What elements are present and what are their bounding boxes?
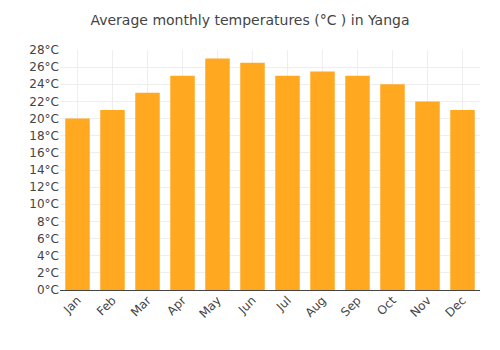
svg-text:20°C: 20°C xyxy=(29,112,59,126)
svg-text:Mar: Mar xyxy=(128,293,154,319)
svg-text:2°C: 2°C xyxy=(37,266,59,280)
svg-text:26°C: 26°C xyxy=(29,60,59,74)
svg-text:Apr: Apr xyxy=(164,293,189,318)
svg-text:28°C: 28°C xyxy=(29,43,59,57)
svg-text:Oct: Oct xyxy=(374,293,399,318)
svg-text:12°C: 12°C xyxy=(29,180,59,194)
svg-text:Feb: Feb xyxy=(94,293,119,318)
svg-text:18°C: 18°C xyxy=(29,129,59,143)
svg-text:Aug: Aug xyxy=(302,293,328,319)
svg-text:Jan: Jan xyxy=(60,293,84,317)
svg-text:Dec: Dec xyxy=(443,293,469,319)
svg-text:0°C: 0°C xyxy=(37,283,59,297)
svg-text:Jun: Jun xyxy=(235,293,259,317)
svg-text:May: May xyxy=(196,293,223,320)
svg-text:Average monthly temperatures (: Average monthly temperatures (°C ) in Ya… xyxy=(90,12,409,28)
svg-text:14°C: 14°C xyxy=(29,163,59,177)
svg-text:Sep: Sep xyxy=(338,293,364,319)
svg-text:Nov: Nov xyxy=(407,293,433,319)
svg-text:Jul: Jul xyxy=(273,293,294,314)
svg-text:8°C: 8°C xyxy=(37,215,59,229)
svg-text:6°C: 6°C xyxy=(37,232,59,246)
svg-text:16°C: 16°C xyxy=(29,146,59,160)
svg-text:10°C: 10°C xyxy=(29,197,59,211)
svg-text:22°C: 22°C xyxy=(29,95,59,109)
svg-text:4°C: 4°C xyxy=(37,249,59,263)
svg-text:24°C: 24°C xyxy=(29,77,59,91)
